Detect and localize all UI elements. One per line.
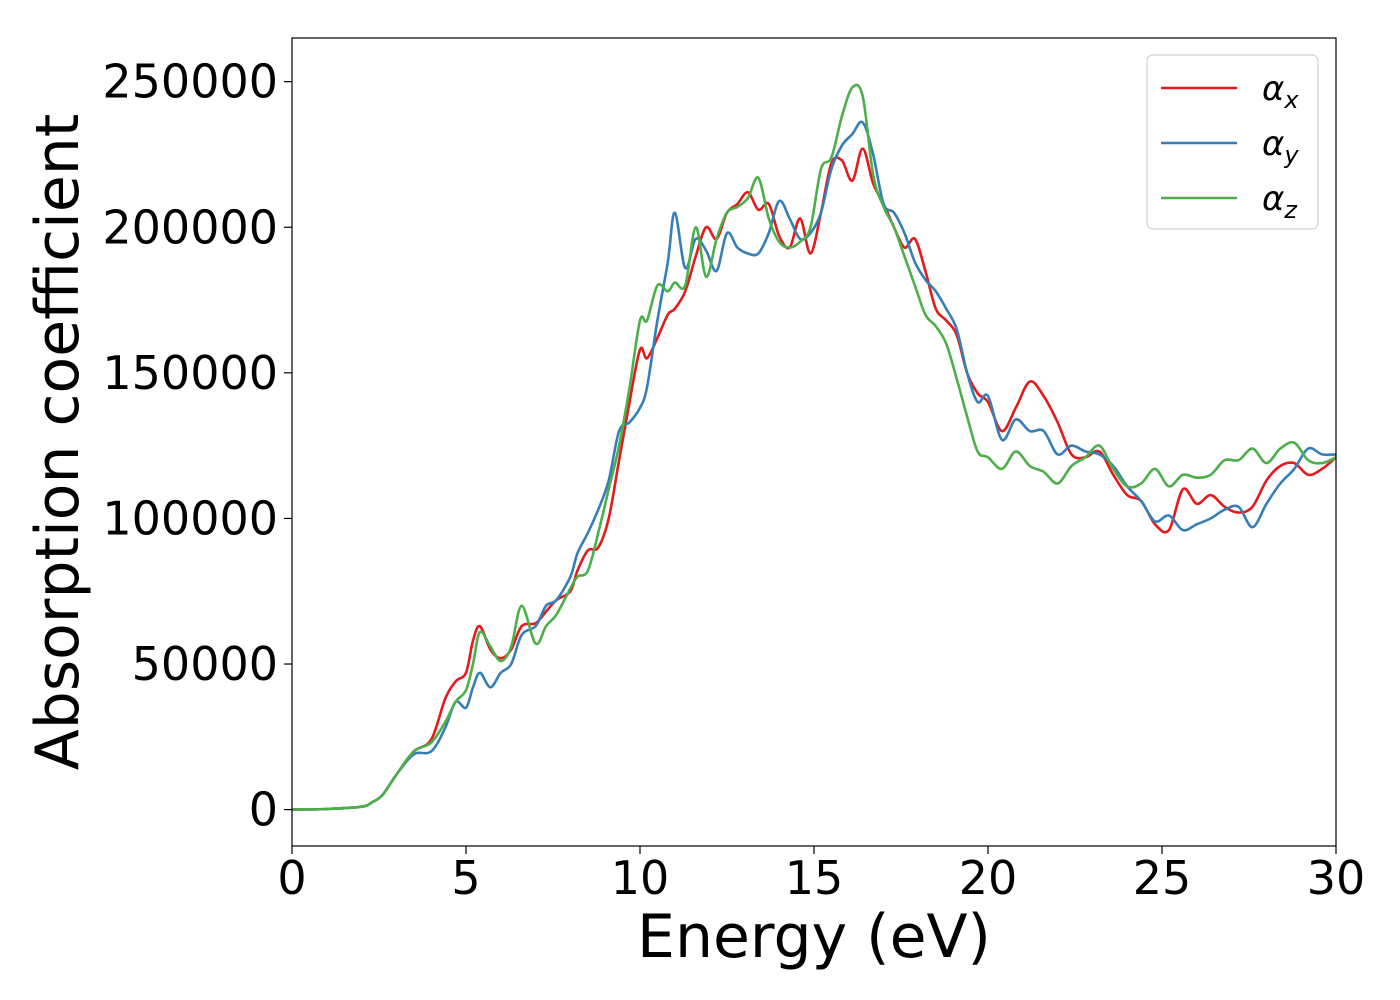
series-line-x <box>292 147 1336 811</box>
series-line-z <box>292 83 1336 811</box>
x-tick-label: 20 <box>959 851 1018 905</box>
y-tick-label: 200000 <box>102 200 278 254</box>
y-tick-label: 50000 <box>132 637 278 691</box>
series-line-y <box>292 120 1336 811</box>
x-tick-label: 25 <box>1133 851 1192 905</box>
x-tick-label: 0 <box>277 851 306 905</box>
y-tick-label: 250000 <box>102 55 278 109</box>
x-tick-label: 5 <box>451 851 480 905</box>
x-tick-label: 15 <box>785 851 844 905</box>
legend-label-y: αy <box>1262 124 1299 169</box>
y-tick-label: 0 <box>249 783 278 837</box>
legend-label-z: αz <box>1262 179 1298 224</box>
y-tick-label: 150000 <box>102 346 278 400</box>
ticks-layer: 0 5 10 15 20 25 30 0 50000 100000 150000 200000 2500… <box>102 55 1365 905</box>
x-tick-label: 30 <box>1307 851 1366 905</box>
x-axis-title: Energy (eV) <box>637 902 991 972</box>
y-tick-label: 100000 <box>102 491 278 545</box>
x-tick-label: 10 <box>611 851 670 905</box>
series-layer <box>292 83 1336 811</box>
y-axis-title: Absorption coefficient <box>23 114 93 771</box>
legend: αx αy αz <box>1146 54 1319 230</box>
legend-label-x: αx <box>1262 69 1299 114</box>
